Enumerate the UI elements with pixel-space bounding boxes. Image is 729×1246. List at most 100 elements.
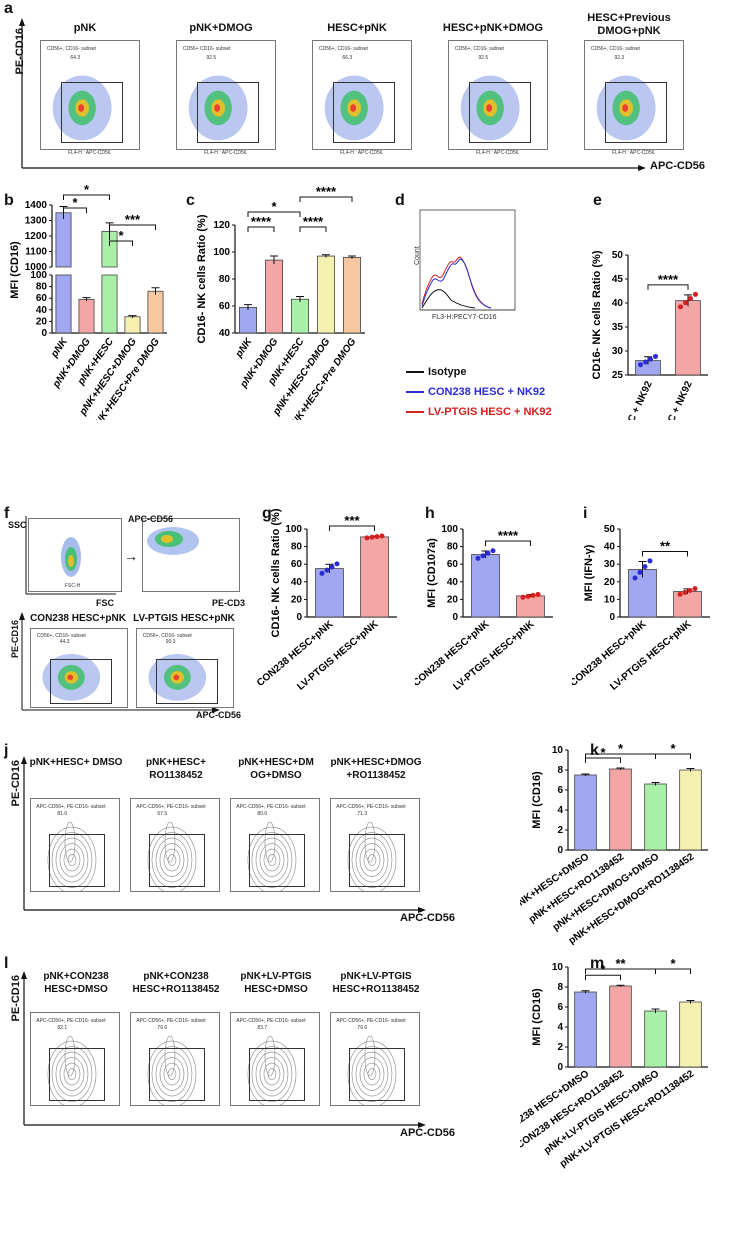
k-bar-1: [609, 768, 632, 851]
h-ytick-1: 20: [447, 594, 459, 605]
c-sig-label-1: *: [271, 199, 277, 214]
panel-letter-j: j: [4, 742, 9, 759]
i-point-0-1: [637, 569, 643, 575]
panel-l-gate-1: [148, 1047, 206, 1101]
i-point-0-0: [632, 575, 638, 581]
panel-a-small-x-1: FL4-H : APC-CD56: [204, 150, 247, 156]
g-ytick-0: 0: [296, 612, 302, 623]
c-sig-label-0: ****: [251, 214, 272, 229]
i-sig-bracket-0: [642, 551, 688, 557]
c-bar-4: [343, 257, 361, 334]
panel-j-plot-0-dots: [47, 821, 97, 891]
m-sig-label-1: **: [615, 956, 626, 971]
panel-a-plot-2: CD56+, CD16- subset 66.3: [312, 40, 412, 150]
panel-j-plot-3-dots: [347, 821, 397, 891]
c-ytick-1: 60: [219, 301, 231, 312]
panel-a-gate-2: [332, 82, 396, 144]
panel-l-subset-label-3: APC-CD56+, PE-CD16- subset: [336, 1017, 406, 1024]
k-sig-label-0: *: [600, 745, 606, 760]
panel-j-title-0: pNK+HESC+ DMSO: [29, 757, 123, 768]
g-point-1-3: [379, 533, 385, 539]
e-point-1-1: [683, 300, 688, 306]
b-bar-4: [147, 290, 164, 334]
c-sig-label-2: ****: [303, 214, 324, 229]
h-point-1-3: [535, 591, 541, 597]
h-ylabel: MFI (CD107a): [426, 538, 438, 608]
k-sig-label-1: *: [618, 741, 624, 756]
panel-f-plot-1: CD56+, CD16- subset 90.3: [136, 628, 234, 708]
g-ytick-3: 60: [291, 559, 303, 570]
c-errorbar-3: [322, 254, 330, 258]
g-point-0-2: [329, 564, 335, 570]
m-sig-bracket-2: [655, 968, 691, 974]
b-ytick-lower-3: 60: [36, 293, 48, 304]
m-ytick-0: 0: [557, 1062, 563, 1073]
g-point-0-3: [334, 561, 340, 567]
k-ytick-4: 8: [557, 765, 563, 776]
k-ytick-0: 0: [557, 845, 563, 856]
panel-a-plot-1: CD56+ CD16- subset 92.5: [176, 40, 276, 150]
g-point-1-0: [364, 535, 370, 541]
panel-letter-k: k: [590, 742, 599, 759]
e-ytick-3: 40: [612, 298, 624, 309]
legend-isotype-swatch: [406, 371, 424, 374]
panel-l-title-0: pNK+CON238 HESC+DMSO: [43, 971, 109, 995]
panel-letter-m: m: [590, 955, 605, 972]
panel-a-subset-value-4: 92.3: [614, 55, 625, 62]
h-ytick-0: 0: [452, 612, 458, 623]
c-sig-bracket-1: [247, 211, 301, 217]
panel-a-plot-1-dots: [188, 75, 248, 141]
panel-d-histogram: [419, 209, 516, 311]
panel-j-title-2: pNK+HESC+DM OG+DMSO: [238, 757, 314, 781]
m-ytick-5: 10: [552, 962, 564, 973]
panel-f-plot-1-dots: [148, 653, 207, 701]
k-ytick-1: 2: [557, 825, 563, 836]
panel-j-plot-2: APC-CD56+, PE-CD16- subset 80.0: [230, 798, 320, 892]
h-ytick-5: 100: [441, 524, 458, 535]
b-sig-bracket-3: [109, 224, 156, 230]
h-ytick-3: 60: [447, 559, 459, 570]
m-sig-label-0: *: [600, 962, 606, 977]
b-ytick-upper-0: 1000: [25, 262, 48, 273]
c-ytick-2: 80: [219, 274, 231, 285]
m-errorbar-3: [686, 1000, 695, 1004]
panel-letter-i: i: [583, 505, 588, 522]
h-point-1-0: [520, 594, 526, 600]
b-ytick-upper-1: 1100: [25, 247, 47, 258]
g-errorbar-0: [325, 563, 334, 573]
h-category-0: CON238 HESC+pNK: [415, 618, 492, 689]
i-ytick-5: 50: [604, 524, 616, 535]
c-bar-1: [265, 259, 283, 334]
legend-isotype-label: Isotype: [428, 366, 467, 378]
m-sig-label-2: *: [670, 956, 676, 971]
h-bar-0: [471, 554, 500, 618]
b-ytick-upper-3: 1300: [25, 216, 48, 227]
b-ytick-lower-1: 20: [36, 316, 48, 327]
i-ytick-2: 20: [604, 577, 616, 588]
i-bar-1: [673, 591, 702, 618]
m-ytick-2: 4: [557, 1022, 563, 1033]
legend-isotype: Isotype: [406, 362, 552, 382]
panel-f-gate-0: [50, 658, 112, 704]
m-bar-2: [644, 1010, 667, 1068]
panel-l-plot-3: APC-CD56+, PE-CD16- subset 79.6: [330, 1012, 420, 1106]
panel-l-subset-value-0: 82.1: [57, 1024, 68, 1031]
panel-j-axes: [21, 756, 426, 913]
i-point-1-1: [682, 589, 688, 595]
k-sig-bracket-0: [585, 757, 621, 763]
i-errorbar-0: [638, 561, 647, 578]
h-point-1-2: [530, 592, 536, 598]
panel-j-subset-value-3: 71.3: [357, 810, 368, 817]
panel-j-plot-1: APC-CD56+, PE-CD16- subset 67.5: [130, 798, 220, 892]
panel-j-subset-value-2: 80.0: [257, 810, 268, 817]
g-sig-label-0: ***: [344, 513, 360, 528]
panel-l-subset-label-2: APC-CD56+, PE-CD16- subset: [236, 1017, 306, 1024]
b-sig-label-2: *: [118, 228, 124, 243]
panel-d-y-label: Count: [414, 246, 421, 265]
panel-l-plot-1: APC-CD56+, PE-CD16- subset 79.6: [130, 1012, 220, 1106]
panel-letter-f: f: [4, 505, 10, 522]
k-ytick-3: 6: [557, 785, 563, 796]
g-point-1-2: [374, 534, 380, 540]
h-point-0-2: [485, 550, 491, 556]
